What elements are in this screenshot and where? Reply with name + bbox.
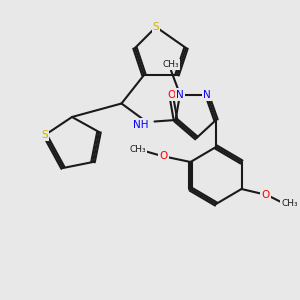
Text: O: O bbox=[167, 89, 175, 100]
Text: N: N bbox=[203, 89, 211, 100]
Text: O: O bbox=[159, 151, 168, 161]
Text: N: N bbox=[176, 89, 184, 100]
Text: CH₃: CH₃ bbox=[130, 146, 146, 154]
Text: S: S bbox=[153, 22, 159, 32]
Text: CH₃: CH₃ bbox=[163, 60, 179, 69]
Text: O: O bbox=[261, 190, 270, 200]
Text: S: S bbox=[42, 130, 48, 140]
Text: CH₃: CH₃ bbox=[281, 200, 298, 208]
Text: NH: NH bbox=[133, 119, 149, 130]
